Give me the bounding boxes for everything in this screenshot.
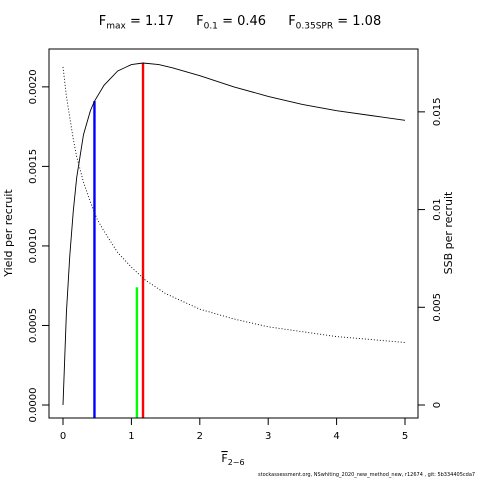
y-left-tick-label: 0.0015	[28, 149, 39, 184]
y-left-axis-label: Yield per recruit	[2, 189, 15, 278]
x-tick-label: 4	[333, 431, 339, 442]
x-axis-label: F2−6	[221, 452, 244, 467]
x-tick-label: 2	[197, 431, 203, 442]
reference-lines	[93, 63, 145, 418]
y-right-tick-label: 0.015	[432, 98, 443, 127]
series-line-dotted	[62, 66, 406, 343]
plot-frame	[48, 48, 419, 419]
y-left-tick-label: 0.0005	[28, 308, 39, 343]
y-right-tick-label: 0.005	[432, 293, 443, 322]
x-tick-label: 5	[402, 431, 408, 442]
x-tick-label: 3	[265, 431, 271, 442]
y-right-axis: 0 0.005 0.01 0.015	[418, 98, 443, 408]
y-left-axis: 0.0000 0.0005 0.0010 0.0015 0.0020	[28, 69, 49, 423]
title-f01: F0.1 = 0.46	[196, 14, 267, 32]
x-tick-label: 0	[60, 431, 66, 442]
y-right-tick-label: 0.01	[432, 198, 443, 220]
chart-title: Fmax = 1.17 F0.1 = 0.46 F0.35SPR = 1.08	[0, 14, 480, 32]
series-layer	[62, 62, 406, 406]
footnote: stockassessment.org, NSwhiting_2020_new_…	[258, 472, 476, 478]
title-fmax: Fmax = 1.17	[98, 14, 174, 32]
x-axis: 0 1 2 3 4 5	[60, 418, 408, 442]
x-tick-label: 1	[128, 431, 134, 442]
title-f035spr: F0.35SPR = 1.08	[288, 14, 382, 32]
y-right-axis-label: SSB per recruit	[442, 191, 455, 274]
y-left-tick-label: 0.0000	[28, 388, 39, 423]
y-left-tick-label: 0.0020	[28, 69, 39, 104]
y-right-tick-label: 0	[432, 402, 443, 408]
y-left-tick-label: 0.0010	[28, 228, 39, 263]
series-line-solid	[62, 62, 406, 406]
